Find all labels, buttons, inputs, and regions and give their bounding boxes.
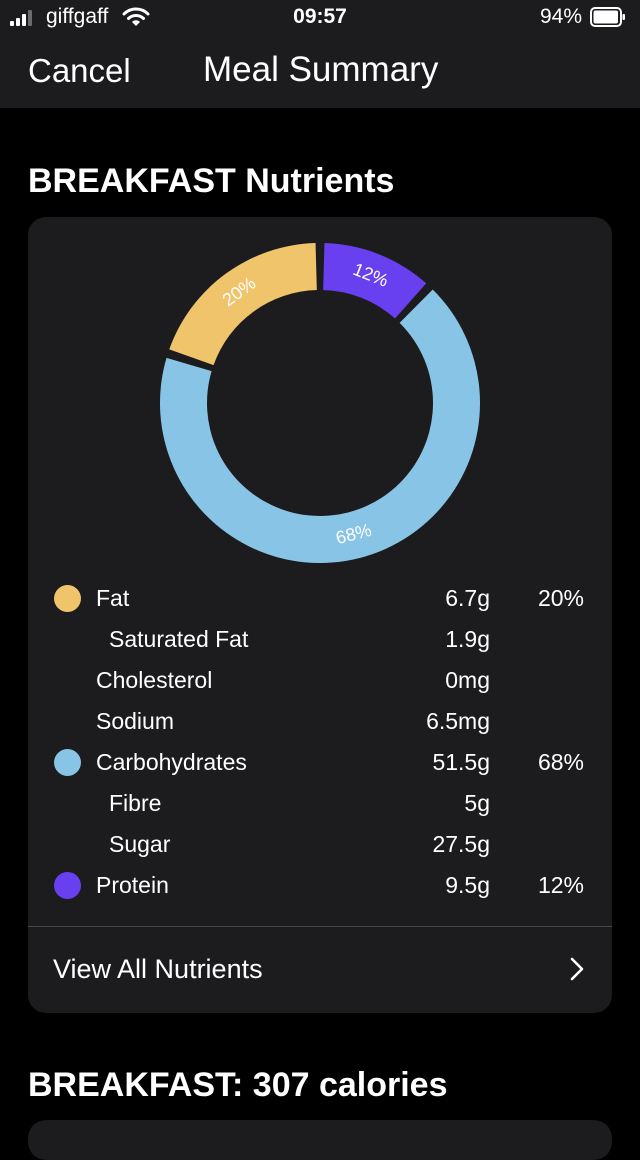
status-bar: giffgaff 09:57 94% bbox=[0, 0, 640, 36]
cancel-button[interactable]: Cancel bbox=[28, 52, 131, 89]
view-all-nutrients-label: View All Nutrients bbox=[53, 954, 263, 984]
nutrient-name: Carbohydrates bbox=[96, 749, 247, 775]
nutrient-percent: 68% bbox=[537, 749, 584, 775]
nutrients-section-title: BREAKFAST Nutrients bbox=[28, 162, 395, 200]
nutrients-card: 12% 68% 20% Fat 6.7g 20% Saturated Fat 1.9g Cho… bbox=[28, 217, 612, 1013]
nutrient-row: Protein 9.5g 12% bbox=[28, 866, 612, 907]
clock: 09:57 bbox=[293, 5, 347, 28]
view-all-nutrients-button[interactable]: View All Nutrients bbox=[28, 927, 612, 1013]
nutrient-row: Sodium 6.5mg bbox=[28, 702, 612, 743]
nutrient-amount: 1.9g bbox=[445, 626, 490, 652]
nutrient-row: Cholesterol 0mg bbox=[28, 661, 612, 702]
legend-color-dot bbox=[54, 749, 81, 776]
nutrient-percent: 20% bbox=[537, 585, 584, 611]
nutrient-name: Cholesterol bbox=[96, 667, 213, 693]
battery-icon bbox=[590, 7, 625, 27]
nutrient-row: Carbohydrates 51.5g 68% bbox=[28, 743, 612, 784]
wifi-icon bbox=[122, 7, 150, 26]
calories-section-title: BREAKFAST: 307 calories bbox=[28, 1066, 448, 1104]
nutrient-amount: 5g bbox=[464, 790, 490, 816]
nutrient-name: Sugar bbox=[109, 831, 171, 857]
nutrient-row: Saturated Fat 1.9g bbox=[28, 620, 612, 661]
macronutrient-donut-chart: 12%68%20% bbox=[160, 243, 480, 563]
nutrient-name: Fibre bbox=[109, 790, 162, 816]
calories-card bbox=[28, 1120, 612, 1160]
nutrient-name: Fat bbox=[96, 585, 130, 611]
divider bbox=[28, 926, 612, 927]
navigation-bar: Cancel Meal Summary bbox=[0, 36, 640, 108]
nutrient-row: Fibre 5g bbox=[28, 784, 612, 825]
donut-slice bbox=[323, 243, 427, 319]
battery-percentage: 94% bbox=[539, 5, 582, 28]
donut-slice bbox=[160, 289, 480, 563]
nutrient-amount: 0mg bbox=[445, 667, 490, 693]
chevron-right-icon bbox=[570, 957, 584, 981]
nutrient-amount: 6.5mg bbox=[426, 708, 490, 734]
legend-color-dot bbox=[54, 585, 81, 612]
nutrient-name: Sodium bbox=[96, 708, 174, 734]
nutrient-amount: 27.5g bbox=[432, 831, 490, 857]
carrier-name: giffgaff bbox=[46, 5, 109, 28]
nutrient-amount: 51.5g bbox=[432, 749, 490, 775]
nutrient-name: Saturated Fat bbox=[109, 626, 249, 652]
signal-strength-icon bbox=[10, 10, 38, 26]
nutrient-amount: 9.5g bbox=[445, 872, 490, 898]
nutrient-amount: 6.7g bbox=[445, 585, 490, 611]
nutrient-row: Fat 6.7g 20% bbox=[28, 579, 612, 620]
nutrient-list: Fat 6.7g 20% Saturated Fat 1.9g Cholesterol 0m… bbox=[28, 579, 612, 907]
nutrient-name: Protein bbox=[96, 872, 169, 898]
donut-slice bbox=[169, 243, 317, 366]
nutrient-percent: 12% bbox=[537, 872, 584, 898]
nutrient-row: Sugar 27.5g bbox=[28, 825, 612, 866]
page-title: Meal Summary bbox=[203, 50, 439, 89]
legend-color-dot bbox=[54, 872, 81, 899]
